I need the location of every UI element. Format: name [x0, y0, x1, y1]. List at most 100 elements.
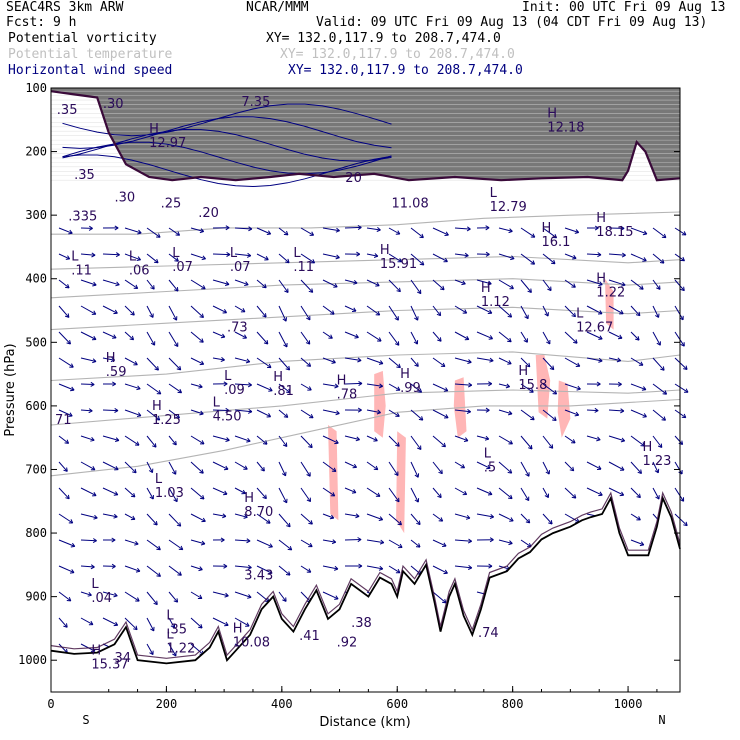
- wind-vector: [256, 513, 271, 524]
- wind-vector: [520, 539, 532, 548]
- wind-vector: [102, 253, 120, 256]
- wind-vector-head: [551, 259, 556, 265]
- wind-vector: [80, 279, 97, 286]
- wind-vector-head: [306, 362, 312, 367]
- wind-vector-head: [505, 383, 511, 389]
- wind-vector-head: [334, 439, 339, 445]
- wind-vector: [564, 409, 579, 416]
- wind-vector: [344, 487, 357, 494]
- wind-vector-head: [152, 443, 157, 448]
- wind-vector: [454, 331, 470, 340]
- wind-vector: [278, 357, 290, 371]
- wind-vector-head: [444, 414, 449, 419]
- wind-vector-head: [64, 313, 70, 318]
- wind-vector-head: [467, 538, 472, 544]
- wind-vector-head: [489, 514, 495, 519]
- y-tick-label: 1000: [18, 653, 47, 667]
- wind-vector: [498, 227, 513, 232]
- wind-vector: [586, 409, 599, 412]
- wind-vector-head: [507, 313, 513, 318]
- wind-vector-head: [681, 231, 687, 236]
- wind-vector: [256, 227, 271, 235]
- x-tick-label: 1000: [614, 697, 643, 711]
- wind-vector: [190, 357, 204, 365]
- wind-vector: [630, 539, 644, 546]
- field-wind-name: Horizontal wind speed: [8, 63, 173, 78]
- wind-vector: [366, 279, 380, 287]
- extremum-marker: H: [337, 373, 347, 388]
- y-tick-label: 200: [25, 145, 47, 159]
- organization: NCAR/MMM: [246, 0, 309, 15]
- wind-vector: [542, 461, 550, 475]
- wind-vector: [520, 487, 530, 501]
- wind-vector-head: [223, 381, 228, 387]
- wind-vector: [278, 409, 289, 418]
- wind-vector: [608, 487, 624, 496]
- wind-vector-head: [376, 409, 381, 415]
- wind-vector: [322, 409, 340, 414]
- wind-vector: [586, 461, 602, 470]
- wind-vector: [278, 513, 291, 528]
- wind-vector: [124, 513, 136, 520]
- wind-vector: [168, 461, 177, 475]
- wind-vector: [608, 409, 624, 412]
- wind-vector-head: [548, 519, 553, 525]
- wind-vector-head: [395, 497, 400, 503]
- wind-vector-head: [467, 359, 472, 364]
- wind-vector-head: [129, 335, 135, 341]
- wind-vector-head: [357, 407, 362, 413]
- theta-contour: [51, 211, 681, 235]
- x-tick-label: 800: [502, 697, 524, 711]
- wind-vector-head: [545, 470, 550, 475]
- wind-vector-head: [464, 335, 470, 341]
- wind-vector-head: [619, 310, 624, 315]
- wind-vector: [344, 331, 359, 338]
- wind-vector: [256, 565, 273, 574]
- wind-vector-head: [199, 469, 204, 474]
- wind-vector: [432, 253, 448, 263]
- wind-vector-head: [334, 565, 339, 571]
- wind-vector-head: [88, 225, 93, 231]
- wind-vector: [388, 487, 400, 503]
- wind-vector: [146, 539, 161, 551]
- wind-vector-head: [355, 513, 360, 519]
- wind-vector: [498, 461, 513, 474]
- wind-vector-head: [266, 363, 272, 369]
- wind-vector-head: [416, 289, 422, 295]
- wind-vector: [322, 383, 339, 387]
- wind-vector: [630, 435, 645, 447]
- wind-vector: [234, 409, 252, 413]
- contour-value-label: .335: [68, 209, 97, 224]
- contour-value-label: .41: [299, 629, 320, 644]
- wind-vector-head: [488, 563, 493, 569]
- wind-vector-head: [176, 365, 182, 371]
- wind-vector-head: [133, 360, 138, 366]
- wind-vector: [58, 227, 73, 234]
- wind-vector-head: [529, 388, 534, 393]
- wind-vector-head: [175, 414, 180, 419]
- wind-vector: [476, 279, 492, 285]
- wind-vector-head: [154, 258, 159, 264]
- wind-vector: [608, 435, 625, 442]
- wind-vector: [630, 279, 644, 290]
- wind-vector: [476, 461, 491, 469]
- wind-vector-head: [569, 466, 575, 472]
- wind-vector: [586, 331, 603, 340]
- wind-vector-head: [149, 650, 154, 656]
- wind-vector-head: [661, 416, 666, 421]
- wind-vector: [630, 409, 647, 418]
- wind-vector: [520, 513, 531, 524]
- wind-vector: [410, 253, 425, 266]
- wind-vector: [520, 461, 530, 477]
- wind-vector: [58, 643, 68, 654]
- contour-value-label: 1.22: [596, 286, 625, 301]
- extremum-marker: H: [149, 122, 159, 137]
- wind-vector: [432, 539, 447, 547]
- wind-vector: [542, 357, 555, 370]
- wind-vector: [410, 305, 419, 321]
- wind-vector: [608, 331, 623, 339]
- wind-vector-head: [268, 569, 273, 575]
- wind-vector-head: [487, 309, 493, 314]
- wind-vector-head: [156, 390, 162, 395]
- wind-vector-head: [678, 440, 684, 445]
